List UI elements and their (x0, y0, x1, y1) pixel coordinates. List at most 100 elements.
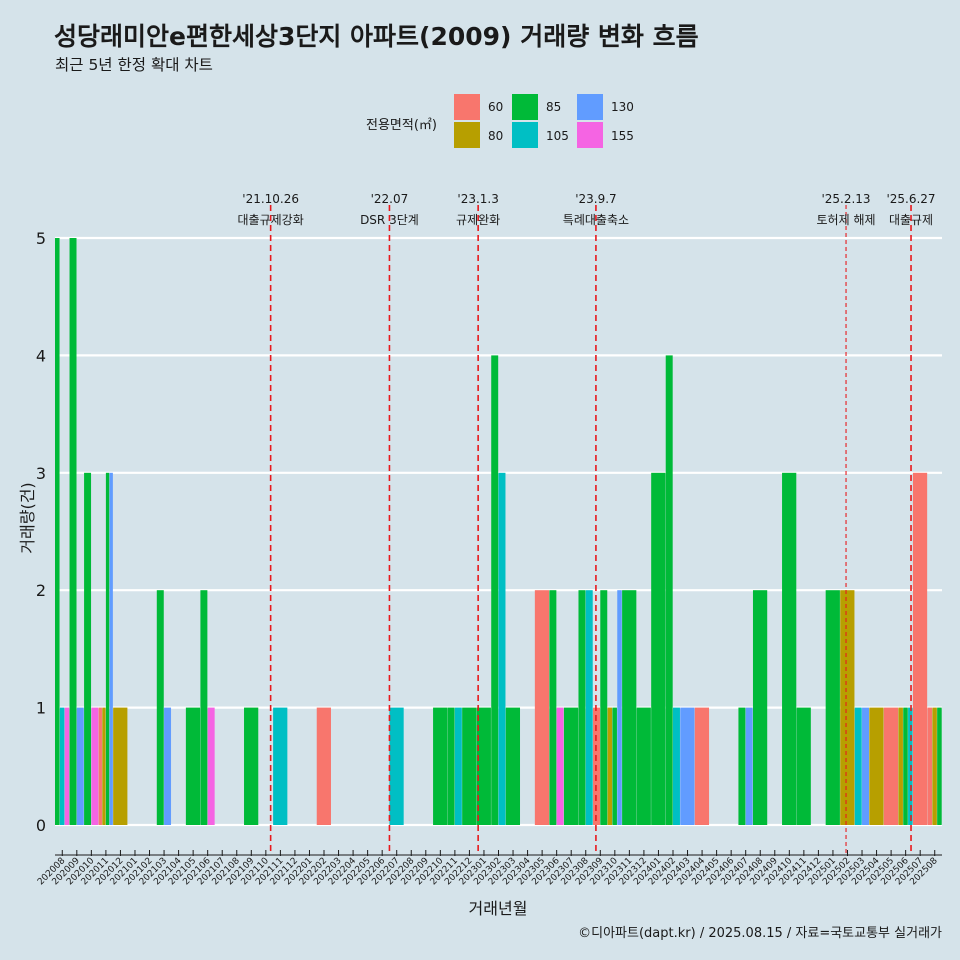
y-tick-label: 2 (36, 581, 46, 600)
bar-85-202211 (447, 707, 455, 825)
event-date: '25.2.13 (821, 192, 870, 206)
bar-105-202111 (273, 707, 288, 825)
legend-swatch-130 (577, 94, 603, 120)
bar-60-202508 (927, 707, 933, 825)
event-date: '21.10.26 (242, 192, 299, 206)
bar-85-202401 (651, 472, 666, 825)
legend-label-60: 60 (488, 100, 504, 114)
bar-85-202010 (84, 472, 92, 825)
bar-85-202105 (185, 707, 201, 825)
bar-85-202307 (563, 707, 579, 825)
bar-60-202011 (98, 707, 102, 825)
bar-80-202011 (102, 707, 106, 825)
bar-130-202403 (680, 707, 695, 825)
bar-85-202508 (937, 707, 942, 825)
bar-130-202310 (617, 590, 622, 825)
bar-155-202010 (91, 707, 99, 825)
bar-80-202502 (840, 590, 855, 825)
chart-title: 성당래미안e편한세상3단지 아파트(2009) 거래량 변화 흐름 (54, 22, 699, 51)
event-label: 특례대출축소 (563, 213, 629, 227)
legend-label-105: 105 (546, 129, 569, 143)
event-label: DSR 3단계 (360, 213, 419, 227)
bar-130-202011 (109, 472, 113, 825)
bar-105-202008 (59, 707, 65, 825)
bar-155-202106 (207, 707, 215, 825)
bar-130-202103 (164, 707, 172, 825)
bar-85-202103 (156, 590, 164, 825)
bar-85-202009 (69, 238, 77, 825)
bar-130-202009 (76, 707, 84, 825)
bar-85-202310 (612, 707, 617, 825)
event-label: 토허제 해제 (817, 213, 876, 227)
x-axis-title: 거래년월 (469, 899, 528, 918)
legend-title: 전용면적(㎡) (366, 118, 437, 133)
legend-swatch-155 (577, 122, 603, 148)
bar-155-202306 (556, 707, 564, 825)
bar-85-202106 (200, 590, 208, 825)
bar-85-202408 (752, 590, 768, 825)
bar-60-202505 (883, 707, 899, 825)
bar-105-202308 (585, 590, 593, 825)
bar-85-202303 (505, 707, 521, 825)
bar-85-202011 (105, 472, 110, 825)
bars (55, 238, 942, 825)
bar-80-202012 (113, 707, 128, 825)
bar-60-202507 (912, 472, 928, 825)
bar-85-202402 (665, 355, 673, 825)
bar-85-202109 (244, 707, 259, 825)
legend-swatch-80 (454, 122, 480, 148)
bar-105-202302 (498, 472, 506, 825)
legend-swatch-85 (512, 94, 538, 120)
legend-label-80: 80 (488, 129, 504, 143)
bar-85-202212 (462, 707, 477, 825)
bar-130-202503 (862, 707, 869, 825)
bar-80-202508 (932, 707, 937, 825)
bar-85-202309 (600, 590, 608, 825)
bar-85-202506 (903, 707, 908, 825)
event-label: 대출규제 (889, 213, 933, 227)
axes: 0123452020082020092020102020112020122021… (36, 229, 942, 887)
bar-105-202503 (854, 707, 862, 825)
event-label: 규제완화 (456, 213, 500, 227)
y-tick-label: 0 (36, 816, 46, 835)
legend-label-155: 155 (611, 129, 634, 143)
bar-130-202407 (745, 707, 753, 825)
bar-85-202311 (622, 590, 637, 825)
annotations: '21.10.26 대출규제강화 '22.07 DSR 3단계 '23.1.3 규제완화 '… (238, 192, 936, 855)
source-caption: ©디아파트(dapt.kr) / 2025.08.15 / 자료=국토교통부 실… (578, 926, 942, 941)
y-tick-label: 3 (36, 464, 46, 483)
bar-60-202202 (316, 707, 331, 825)
bar-155-202008 (64, 707, 70, 825)
bar-80-202506 (898, 707, 903, 825)
bar-105-202207 (389, 707, 404, 825)
bar-60-202404 (694, 707, 710, 825)
bar-80-202504 (869, 707, 884, 825)
bar-85-202301 (476, 707, 491, 825)
bar-85-202306 (549, 590, 557, 825)
legend-swatch-105 (512, 122, 538, 148)
bar-105-202402 (672, 707, 680, 825)
event-date: '23.9.7 (575, 192, 616, 206)
legend-label-130: 130 (611, 100, 634, 114)
y-axis-title: 거래량(건) (18, 482, 37, 553)
bar-85-202312 (636, 707, 651, 825)
event-date: '23.1.3 (457, 192, 498, 206)
legend-label-85: 85 (546, 100, 562, 114)
bar-85-202302 (491, 355, 499, 825)
bar-85-202410 (782, 472, 797, 825)
chart-subtitle: 최근 5년 한정 확대 차트 (55, 56, 213, 74)
event-date: '22.07 (371, 192, 409, 206)
y-tick-label: 4 (36, 346, 46, 365)
event-date: '25.6.27 (886, 192, 935, 206)
bar-85-202407 (738, 707, 746, 825)
bar-85-202008 (55, 238, 60, 825)
bar-85-202308 (578, 590, 586, 825)
bar-80-202310 (607, 707, 613, 825)
legend-swatch-60 (454, 94, 480, 120)
y-tick-label: 1 (36, 699, 46, 718)
bar-85-202210 (433, 707, 448, 825)
bar-85-202501 (825, 590, 840, 825)
bar-105-202211 (454, 707, 462, 825)
